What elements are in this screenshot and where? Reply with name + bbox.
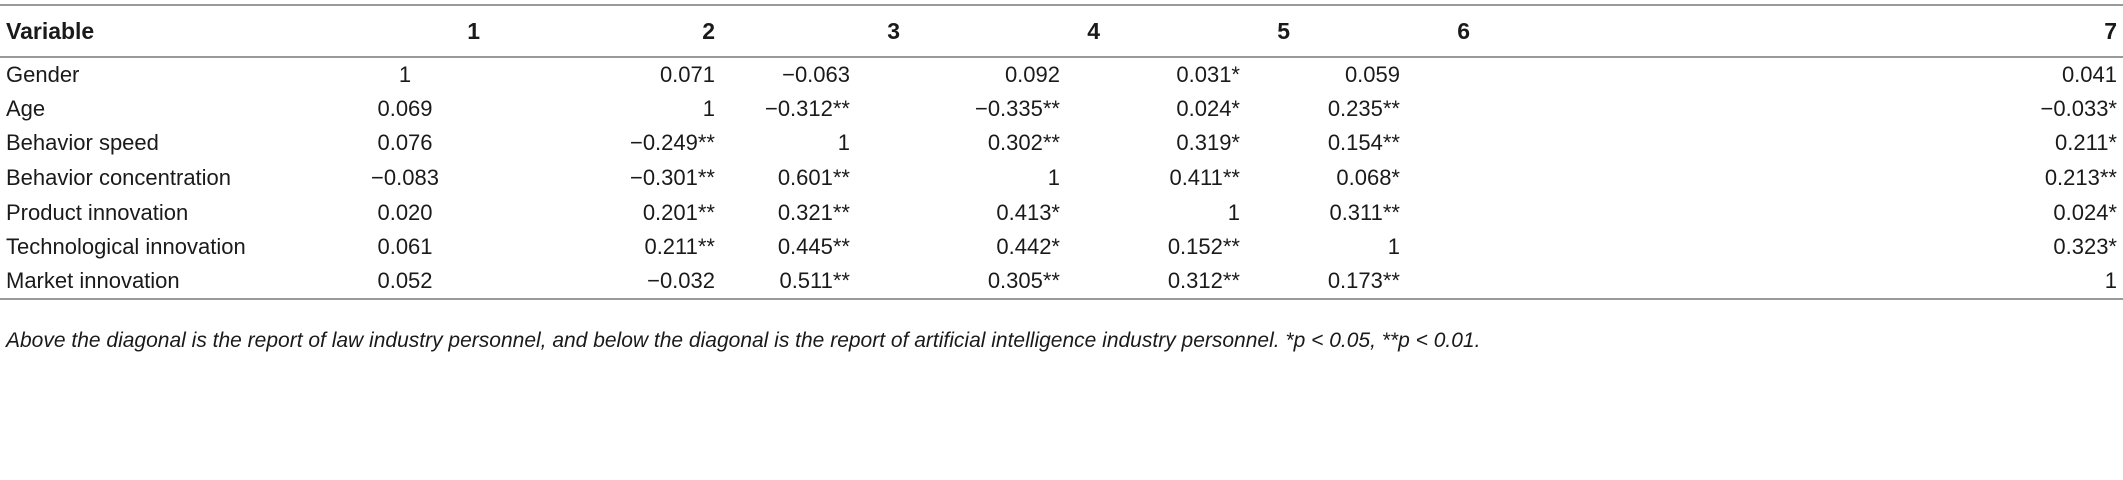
table-row: Behavior speed 0.076 −0.249** 1 0.302** 0.319… (0, 126, 2123, 161)
table-cell: −0.032 (480, 264, 715, 301)
row-label: Product innovation (6, 199, 189, 225)
table-cell: 0.031* (1176, 61, 1240, 87)
table-cell: 0.319* (1176, 130, 1240, 156)
table-cell: 0.201** (642, 199, 715, 225)
table-row: Market innovation 0.052 −0.032 0.511** 0.305… (0, 264, 2123, 301)
table-cell: 0.413* (996, 199, 1060, 225)
table-cell: −0.301** (629, 165, 715, 191)
table-cell: 0.312** (1100, 264, 1290, 301)
row-label: Gender (6, 61, 80, 87)
table-cell: 0.213** (2044, 165, 2117, 191)
table-row: Age 0.069 1 −0.312** −0.335** 0.024* 0.235** −0… (0, 92, 2123, 127)
header-col-4: 4 (900, 4, 1100, 58)
table-cell: 0.211* (2055, 130, 2117, 156)
table-cell: 0.092 (1004, 61, 1060, 87)
table-cell: 0.076 (377, 130, 433, 156)
table-cell: 0.411** (1169, 165, 1240, 191)
table-cell: 0.069 (377, 95, 433, 121)
header-col-1: 1 (330, 4, 480, 58)
table-cell: 0.311** (1329, 199, 1400, 225)
table-cell: 0.601** (777, 165, 850, 191)
row-label: Behavior speed (6, 130, 159, 156)
table-cell: −0.335** (974, 95, 1060, 121)
table-cell: 0.052 (330, 264, 480, 301)
table-cell: 0.235** (1327, 95, 1400, 121)
table-cell: 1 (1047, 165, 1060, 191)
table-cell: 0.041 (2061, 61, 2117, 87)
table-cell: −0.033* (2040, 95, 2117, 121)
table-cell: 0.302** (987, 130, 1060, 156)
table-cell: 1 (1227, 199, 1240, 225)
table-cell: 0.321** (777, 199, 850, 225)
row-label: Age (6, 95, 46, 121)
table-cell: 0.024* (1176, 95, 1240, 121)
table-cell: −0.083 (371, 165, 439, 191)
table-cell: 1 (1470, 264, 2123, 301)
table-cell: 0.323* (2053, 234, 2117, 260)
header-variable: Variable (0, 4, 330, 58)
table-cell: 0.068* (1336, 165, 1400, 191)
table-cell: 1 (1387, 234, 1400, 260)
row-label: Market innovation (0, 264, 330, 301)
table-cell: 1 (398, 61, 412, 87)
correlation-table-container: Variable 1 2 3 4 5 6 7 Gender 1 0.071 −0.06… (0, 4, 2123, 301)
row-label: Technological innovation (6, 234, 246, 260)
table-cell: 0.511** (715, 264, 900, 301)
table-cell: 0.305** (900, 264, 1100, 301)
table-cell: 0.024* (2053, 199, 2117, 225)
table-cell: 0.020 (377, 199, 433, 225)
table-cell: −0.249** (629, 130, 715, 156)
table-cell: 0.211** (644, 234, 715, 260)
table-cell: −0.312** (764, 95, 850, 121)
header-col-7: 7 (1470, 4, 2123, 58)
table-row: Product innovation 0.020 0.201** 0.321** 0.4… (0, 195, 2123, 230)
header-col-5: 5 (1100, 4, 1290, 58)
table-cell: 0.061 (377, 234, 433, 260)
table-header-row: Variable 1 2 3 4 5 6 7 (0, 4, 2123, 58)
table-cell: 0.154** (1327, 130, 1400, 156)
table-cell: 0.173** (1290, 264, 1470, 301)
table-row: Behavior concentration −0.083 −0.301** 0.60… (0, 161, 2123, 196)
header-col-6: 6 (1290, 4, 1470, 58)
table-cell: 0.071 (659, 61, 715, 87)
table-cell: 0.442* (996, 234, 1060, 260)
table-cell: 0.445** (777, 234, 850, 260)
table-cell: −0.063 (782, 61, 850, 87)
table-cell: 0.059 (1344, 61, 1400, 87)
header-col-2: 2 (480, 4, 715, 58)
row-label: Behavior concentration (6, 165, 232, 191)
table-cell: 0.152** (1167, 234, 1240, 260)
header-col-3: 3 (715, 4, 900, 58)
table-row: Gender 1 0.071 −0.063 0.092 0.031* 0.059 0.041 (0, 57, 2123, 92)
table-row: Technological innovation 0.061 0.211** 0.44… (0, 230, 2123, 265)
table-cell: 1 (837, 130, 850, 156)
table-footnote: Above the diagonal is the report of law … (6, 329, 1481, 352)
correlation-table: Variable 1 2 3 4 5 6 7 Gender 1 0.071 −0.06… (0, 4, 2123, 301)
table-cell: 1 (702, 95, 715, 121)
